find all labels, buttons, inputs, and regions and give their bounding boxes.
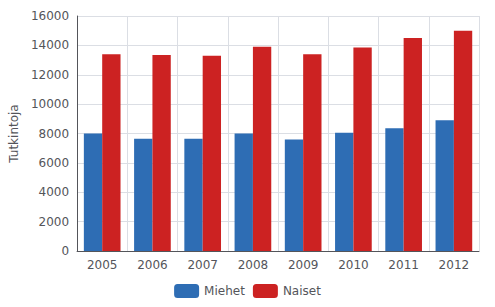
svg-text:Tutkintoja: Tutkintoja xyxy=(7,104,21,163)
svg-text:0: 0 xyxy=(61,244,69,258)
svg-text:2007: 2007 xyxy=(187,258,218,272)
svg-text:2008: 2008 xyxy=(238,258,269,272)
svg-text:2000: 2000 xyxy=(39,215,70,229)
svg-text:2005: 2005 xyxy=(87,258,118,272)
svg-text:2012: 2012 xyxy=(439,258,470,272)
svg-text:12000: 12000 xyxy=(31,68,69,82)
svg-text:Miehet: Miehet xyxy=(204,284,245,298)
svg-text:2006: 2006 xyxy=(137,258,168,272)
svg-text:6000: 6000 xyxy=(39,156,70,170)
svg-text:2009: 2009 xyxy=(288,258,319,272)
svg-text:2010: 2010 xyxy=(338,258,369,272)
svg-text:4000: 4000 xyxy=(39,185,70,199)
svg-text:14000: 14000 xyxy=(31,38,69,52)
svg-text:Naiset: Naiset xyxy=(283,284,321,298)
svg-text:10000: 10000 xyxy=(31,97,69,111)
svg-text:2011: 2011 xyxy=(388,258,419,272)
svg-text:16000: 16000 xyxy=(31,9,69,23)
svg-text:8000: 8000 xyxy=(39,127,70,141)
